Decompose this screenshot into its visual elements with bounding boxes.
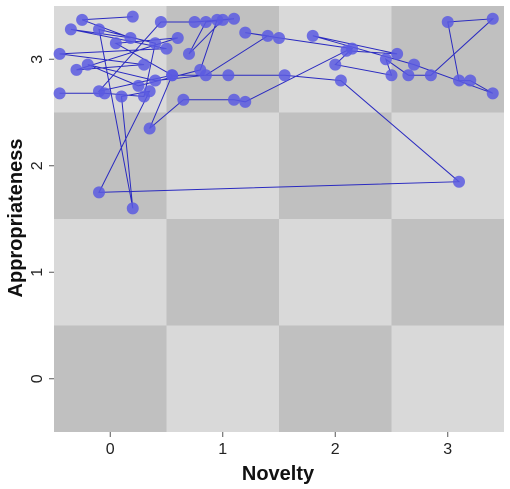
x-tick-label: 3 — [443, 441, 452, 458]
data-point — [149, 37, 162, 50]
grid-cell — [54, 219, 167, 326]
data-point — [171, 31, 184, 44]
data-point — [385, 69, 398, 82]
x-tick-label: 1 — [218, 441, 227, 458]
data-point — [76, 13, 89, 26]
data-point — [453, 74, 465, 87]
data-point — [278, 69, 291, 82]
data-point — [464, 74, 477, 87]
data-point — [70, 63, 83, 76]
y-tick-label: 0 — [29, 374, 46, 383]
data-point — [154, 15, 167, 28]
data-point — [199, 69, 212, 82]
data-point — [486, 12, 499, 25]
y-tick-label: 2 — [29, 161, 46, 170]
data-point — [486, 87, 499, 100]
data-point — [138, 58, 150, 71]
data-point — [183, 47, 195, 60]
data-point — [98, 87, 111, 100]
y-axis-title: Appropriateness — [5, 139, 27, 298]
data-point — [53, 87, 66, 100]
grid-cell — [391, 219, 504, 326]
data-point — [273, 31, 285, 44]
grid-cell — [166, 325, 279, 432]
data-point — [391, 47, 404, 60]
data-point — [93, 23, 105, 36]
grid-cell — [166, 219, 279, 326]
y-tick-label: 1 — [29, 268, 46, 277]
data-point — [402, 69, 415, 82]
data-point — [64, 23, 77, 36]
grid-cell — [166, 112, 279, 219]
data-point — [453, 175, 465, 188]
data-point — [143, 122, 156, 135]
y-tick-label: 3 — [29, 55, 46, 64]
data-point — [93, 186, 105, 199]
data-point — [160, 42, 173, 55]
data-point — [177, 93, 190, 106]
series-line — [59, 16, 495, 209]
data-point — [334, 74, 347, 87]
x-tick-label: 0 — [106, 441, 115, 458]
data-point — [340, 44, 353, 57]
grid-cell — [279, 112, 392, 219]
data-point — [228, 12, 240, 25]
data-point — [306, 29, 319, 42]
grid-cell — [54, 325, 167, 432]
data-point — [126, 10, 139, 23]
data-point — [329, 58, 342, 71]
data-point — [138, 90, 150, 103]
grid-cell — [391, 325, 504, 432]
data-point — [115, 90, 128, 103]
x-tick-label: 2 — [331, 441, 340, 458]
data-series — [53, 10, 499, 215]
data-point — [126, 202, 139, 215]
data-point — [132, 79, 145, 92]
data-point — [408, 58, 420, 71]
data-point — [149, 74, 162, 87]
x-axis-ticks — [109, 432, 449, 437]
y-axis-ticks — [49, 58, 54, 380]
grid-cell — [279, 219, 392, 326]
grid-cell — [279, 325, 392, 432]
data-point — [53, 47, 66, 60]
data-point — [441, 15, 454, 28]
data-point — [222, 69, 235, 82]
x-axis-title: Novelty — [242, 463, 315, 485]
data-point — [124, 31, 137, 44]
data-point — [379, 53, 392, 66]
x-axis-tick-labels: 0 1 2 3 — [106, 441, 453, 458]
data-point — [211, 13, 224, 26]
data-point — [228, 93, 240, 106]
data-point — [166, 69, 179, 82]
data-point — [239, 26, 252, 39]
data-point — [188, 15, 201, 28]
data-point — [109, 37, 122, 50]
data-point — [81, 58, 94, 71]
grid-cell — [391, 112, 504, 219]
checkerboard-background — [54, 6, 504, 432]
data-point — [239, 95, 252, 108]
data-point — [424, 69, 437, 82]
data-point — [199, 15, 212, 28]
data-point — [261, 29, 274, 42]
y-axis-tick-labels: 0 1 2 3 — [29, 55, 46, 384]
